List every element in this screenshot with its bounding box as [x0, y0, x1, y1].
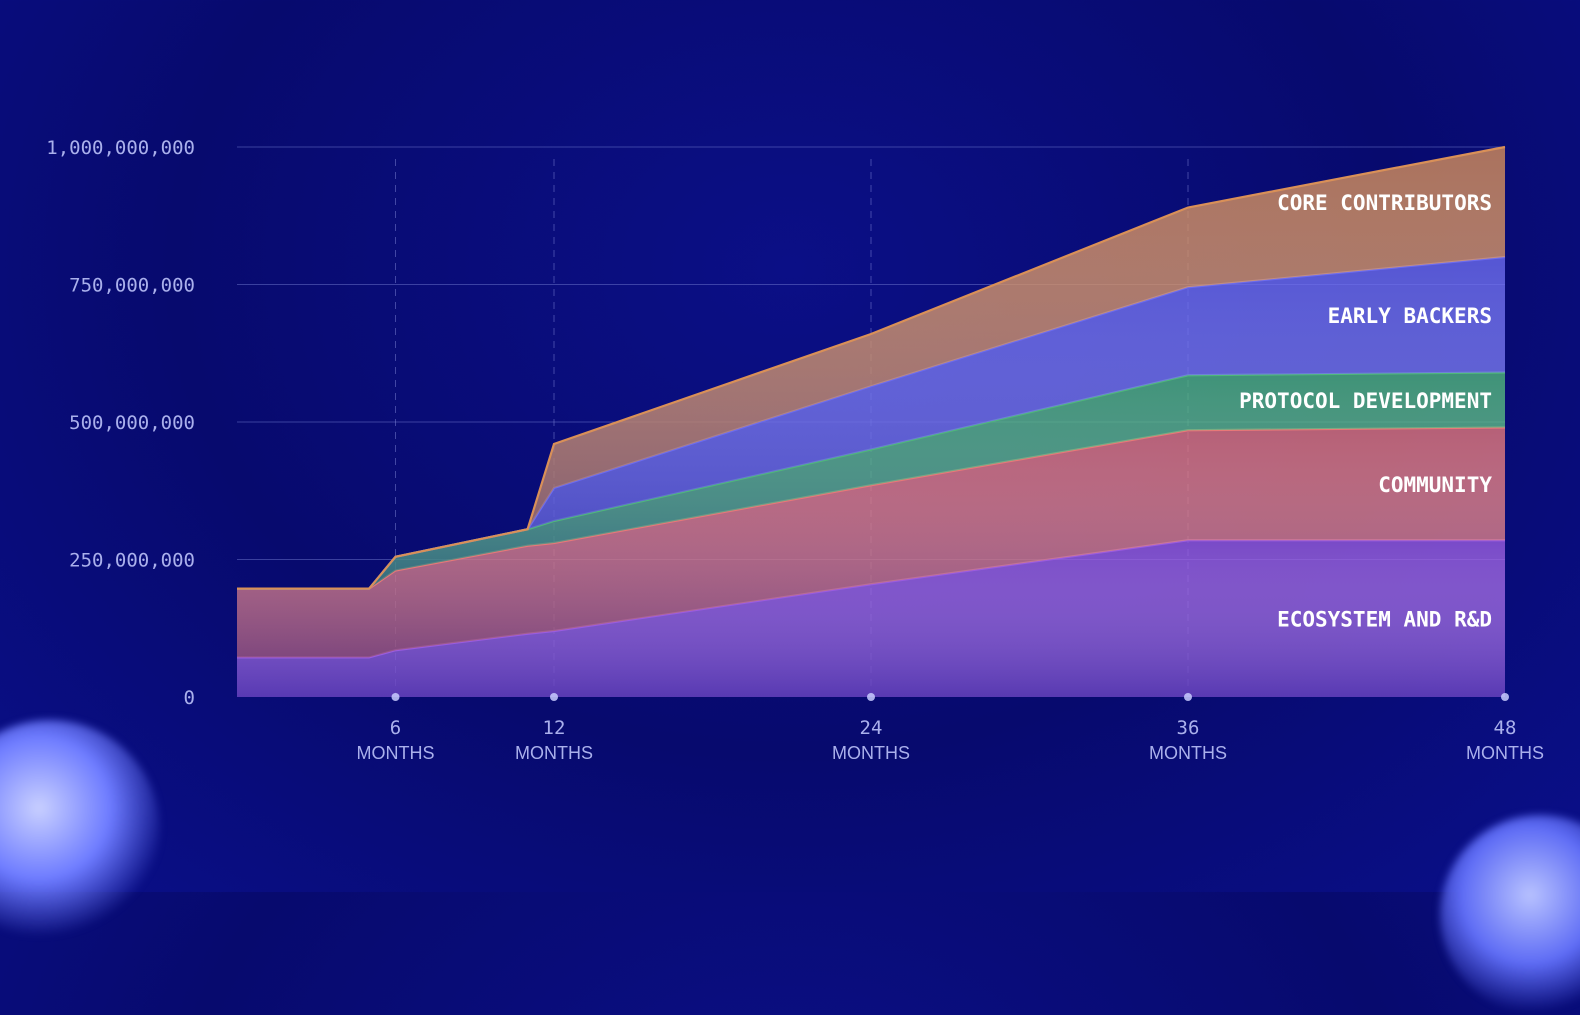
series-area-core-contributors-shade	[237, 147, 1505, 589]
x-tick-unit: MONTHS	[357, 743, 435, 763]
series-area-community-shade	[237, 427, 1505, 658]
y-tick-label: 1,000,000,000	[46, 137, 195, 159]
x-tick-dot	[550, 693, 558, 701]
x-tick-unit: MONTHS	[515, 743, 593, 763]
series-area-early-backers-shade	[237, 257, 1505, 589]
x-tick-unit: MONTHS	[1149, 743, 1227, 763]
x-tick-unit: MONTHS	[832, 743, 910, 763]
vesting-area-chart: 0 250,000,000 500,000,000 750,000,000 1,000,…	[46, 137, 1544, 763]
series-label-core-contributors: CORE CONTRIBUTORS	[1277, 191, 1492, 215]
y-tick-label: 500,000,000	[69, 412, 195, 434]
x-tick-label: 6	[390, 717, 401, 739]
series-area-core-contributors-edge	[237, 145, 1506, 590]
series-area-ecosystem-and-r-d-shade	[237, 540, 1505, 697]
y-tick-label: 750,000,000	[69, 275, 195, 297]
series-label-protocol-development: PROTOCOL DEVELOPMENT	[1239, 389, 1492, 413]
y-tick-label: 250,000,000	[69, 550, 195, 572]
x-tick-dot	[1184, 693, 1192, 701]
x-tick-unit: MONTHS	[1466, 743, 1544, 763]
series-label-community: COMMUNITY	[1378, 473, 1492, 497]
x-tick-label: 48	[1494, 717, 1517, 739]
x-tick-dot	[1501, 693, 1509, 701]
series-area-protocol-development-shade	[237, 372, 1505, 589]
x-tick-dot	[391, 693, 400, 701]
x-tick-label: 24	[860, 717, 883, 739]
x-tick-label: 36	[1177, 717, 1200, 739]
x-tick-dot	[867, 693, 875, 701]
y-tick-label: 0	[184, 687, 195, 709]
x-tick-label: 12	[543, 717, 566, 739]
series-label-ecosystem-and-r-d: ECOSYSTEM AND R&D	[1277, 608, 1492, 632]
series-label-early-backers: EARLY BACKERS	[1328, 304, 1492, 328]
